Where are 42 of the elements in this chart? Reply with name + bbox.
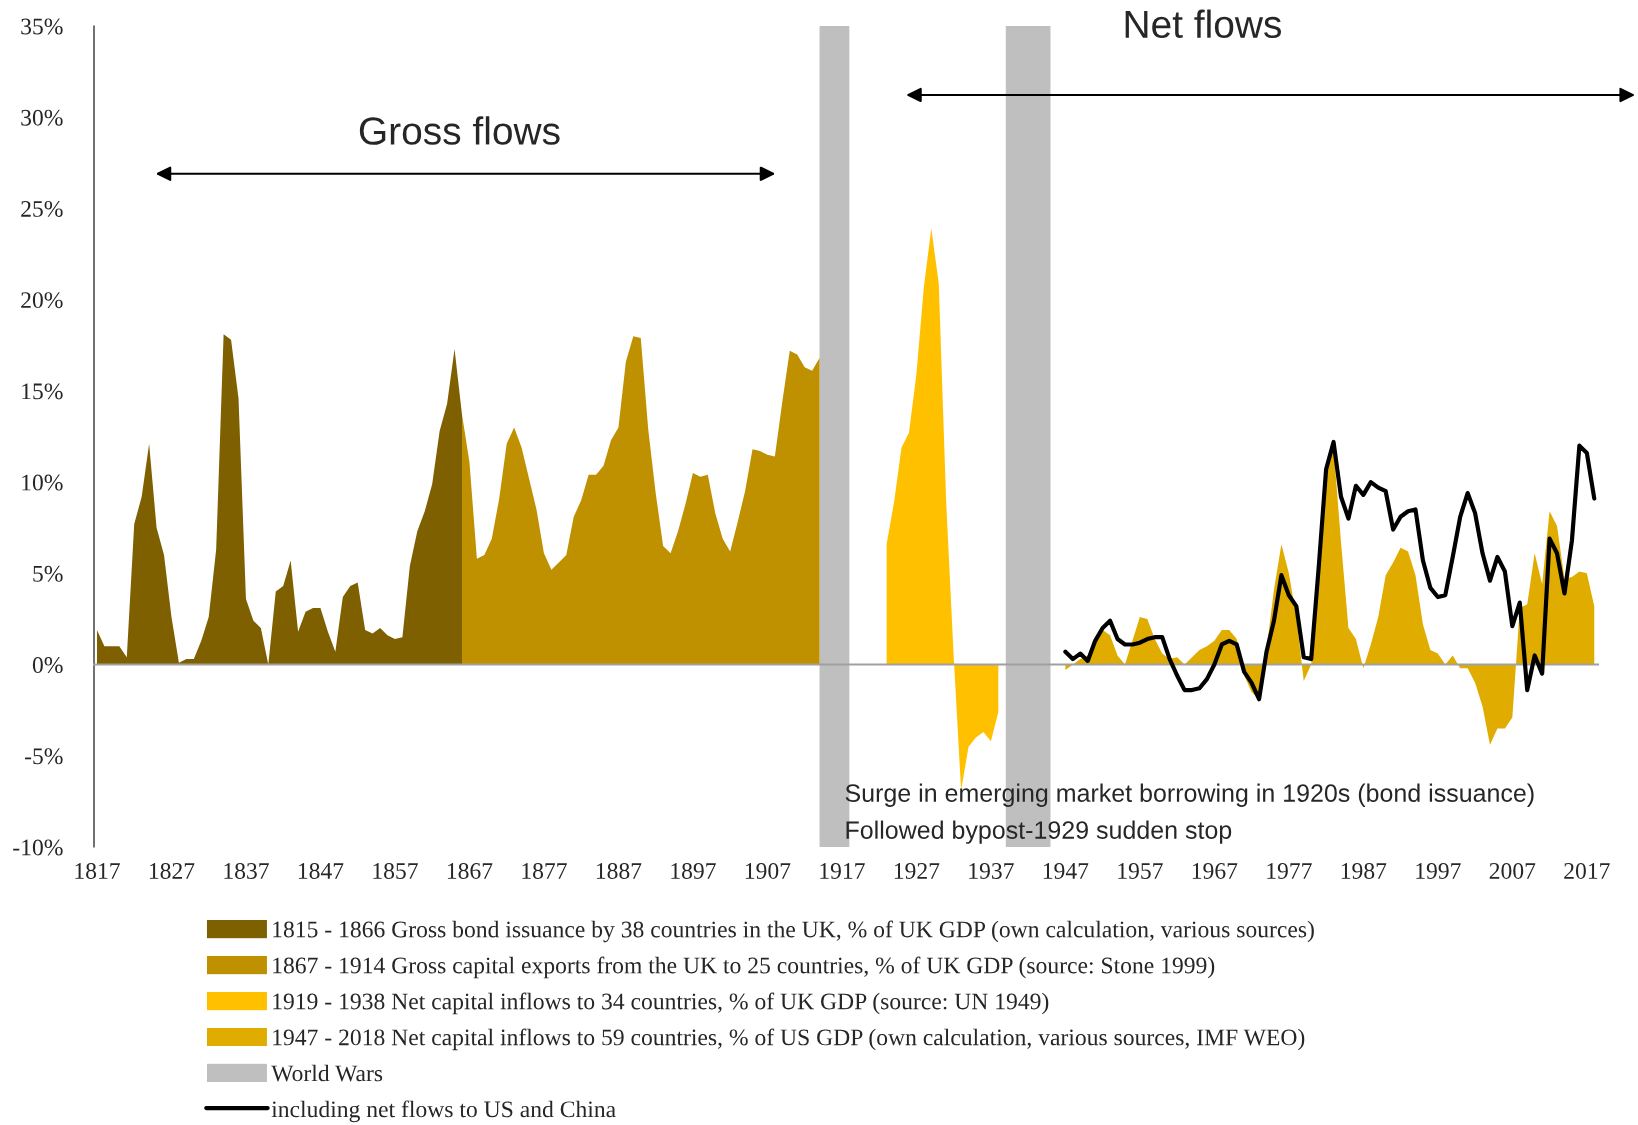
legend-label: 1947 - 2018 Net capital inflows to 59 countries, % of US GDP (own calculation, various sources, IMF WEO)	[273, 1028, 1305, 1051]
legend-label: including net flows to US and China	[271, 1100, 616, 1123]
y-tick-label: 10%	[22, 474, 63, 491]
y-tick-label: -10%	[13, 839, 63, 856]
x-tick-label: 1867	[447, 862, 493, 879]
x-tick-label: 1847	[298, 862, 344, 879]
x-tick-label: 1907	[745, 862, 791, 879]
x-tick-label: 2017	[1564, 862, 1610, 879]
x-tick-label: 2007	[1489, 862, 1536, 879]
line-series	[1063, 439, 1597, 702]
x-tick-label: 1857	[373, 862, 418, 879]
y-tick-label: 35%	[21, 18, 63, 35]
y-tick-label: 20%	[21, 292, 63, 309]
x-tick-label: 1917	[820, 863, 865, 879]
y-tick-label: 25%	[21, 200, 63, 217]
y-tick-label: 5%	[33, 565, 63, 582]
x-tick-label: 1817	[75, 862, 120, 879]
x-tick-label: 1827	[149, 862, 195, 879]
annotation: Followed bypost-1929 sudden stop	[846, 820, 1232, 844]
x-tick-label: 1967	[1192, 863, 1238, 879]
x-tick-label: 1937	[969, 863, 1014, 879]
x-tick-label: 1837	[224, 862, 269, 879]
legend-label: World Wars	[271, 1064, 383, 1082]
x-tick-label: 1887	[596, 862, 642, 879]
x-tick-label: 1927	[894, 863, 940, 879]
x-tick-label: 1997	[1416, 863, 1461, 879]
annotation: Surge in emerging market borrowing in 1920s (bond issuance)	[845, 783, 1534, 807]
annotation: Gross flows	[359, 116, 560, 145]
x-tick-label: 1897	[671, 862, 716, 879]
legend-label: 1867 - 1914 Gross capital exports from the UK to 25 countries, % of UK GDP (source: Stone 1999)	[273, 956, 1215, 979]
y-tick-label: 15%	[22, 383, 63, 400]
x-tick-label: 1977	[1267, 863, 1312, 879]
x-tick-label: 1987	[1341, 862, 1387, 879]
x-tick-label: 1947	[1043, 863, 1089, 879]
y-tick-label: 30%	[21, 109, 63, 126]
y-tick-label: -5%	[24, 748, 63, 765]
legend-label: 1815 - 1866 Gross bond issuance by 38 countries in the UK, % of UK GDP (own calculation, various sources)	[273, 920, 1314, 943]
annotation: Net flows	[1125, 9, 1282, 39]
x-tick-label: 1877	[522, 862, 567, 879]
x-tick-label: 1957	[1118, 863, 1163, 879]
y-tick-label: 0%	[32, 657, 63, 674]
legend-label: 1919 - 1938 Net capital inflows to 34 countries, % of UK GDP (source: UN 1949)	[273, 992, 1049, 1015]
